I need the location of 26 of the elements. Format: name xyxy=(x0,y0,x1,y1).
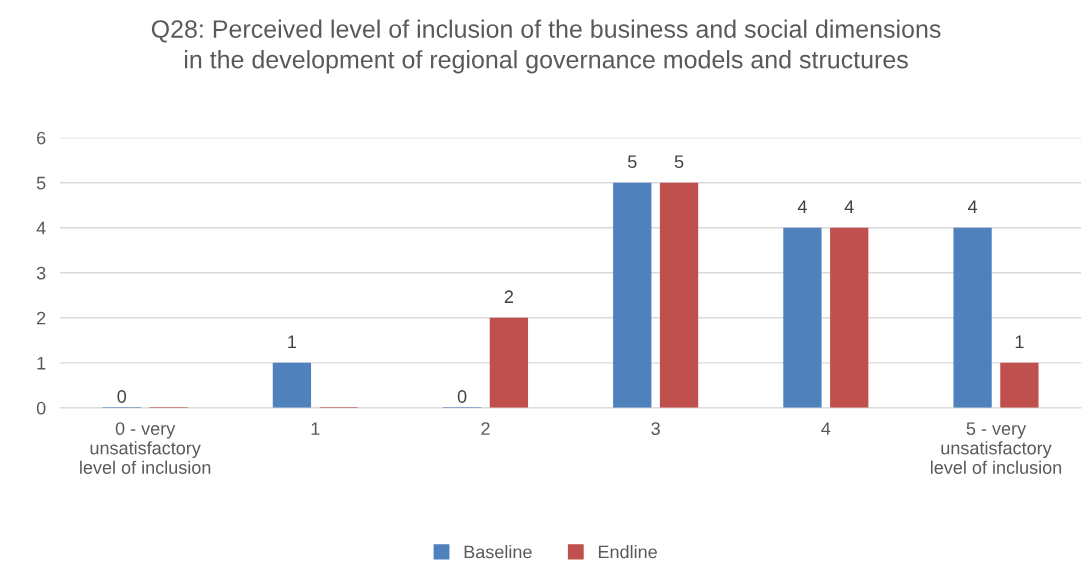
y-tick-label: 1 xyxy=(37,356,46,370)
data-label: 5 xyxy=(627,155,637,169)
x-tick-label: 5 - very unsatisfactory level of inclusion xyxy=(930,422,1062,474)
data-label: 4 xyxy=(844,200,854,213)
data-label: 0 xyxy=(457,390,467,403)
data-label: 5 xyxy=(674,155,684,169)
x-tick-label: 1 xyxy=(311,422,320,435)
data-label: 4 xyxy=(967,200,978,213)
data-label: 0 xyxy=(117,390,127,403)
legend-label: Endline xyxy=(598,545,657,559)
x-tick-label: 3 xyxy=(651,422,660,436)
x-tick-label: 2 xyxy=(481,422,490,435)
legend-label: Baseline xyxy=(464,545,532,559)
y-tick-label: 4 xyxy=(36,221,46,235)
data-label: 1 xyxy=(288,335,297,348)
y-tick-label: 2 xyxy=(37,311,46,325)
x-tick-label: 0 - very unsatisfactory level of inclusion xyxy=(80,422,211,474)
y-tick-label: 0 xyxy=(36,401,46,415)
y-tick-label: 5 xyxy=(36,176,46,190)
y-tick-label: 3 xyxy=(36,266,46,280)
data-label: 2 xyxy=(504,290,513,303)
data-label: 1 xyxy=(1015,335,1024,348)
chart-title: Q28: Perceived level of inclusion of the business and social dimensions in the development of regional governance models and structures xyxy=(151,19,941,74)
data-label: 4 xyxy=(797,200,807,213)
x-tick-label: 4 xyxy=(821,422,831,435)
y-tick-label: 6 xyxy=(37,131,46,145)
